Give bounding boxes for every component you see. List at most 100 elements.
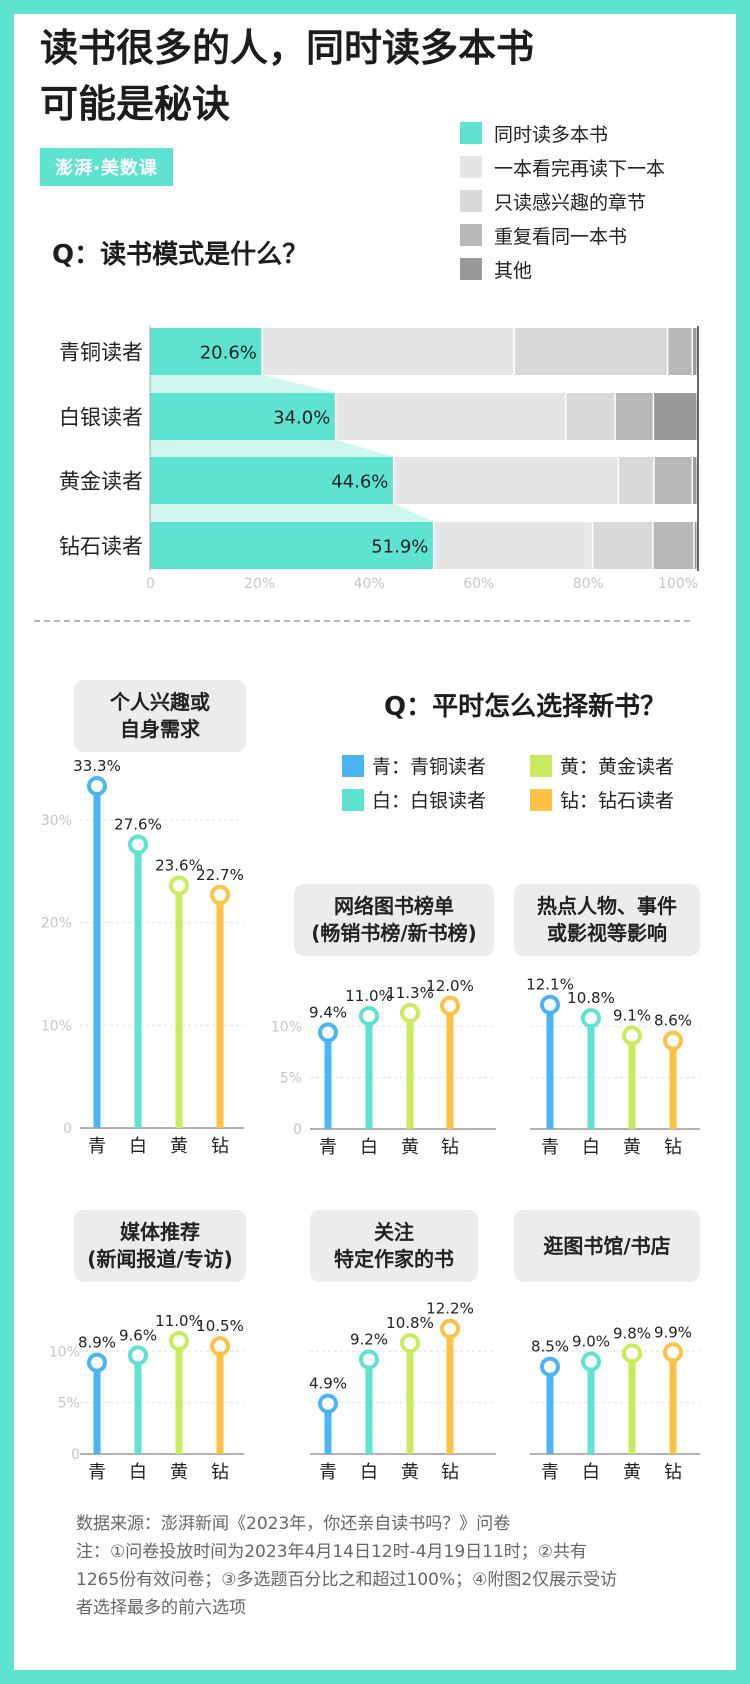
stacked-bar-segment	[150, 457, 393, 504]
bar-connector	[150, 440, 395, 457]
panel-title-line: 自身需求	[120, 717, 200, 741]
y-tick-label: 5%	[280, 1071, 302, 1087]
category-label: 钻	[211, 1462, 229, 1483]
category-label: 钻石读者	[59, 535, 143, 559]
data-label: 11.0%	[155, 1312, 203, 1330]
legend-label: 重复看同一本书	[494, 225, 628, 248]
reading-mode-legend: 同时读多本书 一本看完再读下一本 只读感兴趣的章节 重复看同一本书 其他	[460, 116, 665, 286]
stacked-bar-segment	[694, 522, 697, 569]
category-label: 钻	[664, 1462, 682, 1483]
panel-title-line: (畅销书榜/新书榜)	[311, 921, 477, 945]
legend-item: 只读感兴趣的章节	[460, 184, 665, 218]
legend-swatch	[530, 788, 552, 811]
category-label: 黄	[170, 1136, 188, 1157]
legend-item: 重复看同一本书	[460, 218, 665, 252]
lollipop-head	[210, 1336, 230, 1357]
legend-label: 钻：钻石读者	[560, 790, 675, 812]
lollipop-head	[318, 1393, 338, 1414]
legend-label: 青：青铜读者	[372, 756, 487, 778]
data-label: 12.2%	[426, 1300, 474, 1318]
category-label: 白银读者	[59, 406, 143, 430]
panel-title-library: 逛图书馆/书店	[514, 1210, 700, 1282]
stacked-bar-segment	[434, 522, 592, 569]
category-label: 白	[582, 1462, 600, 1483]
panel-title-author: 关注 特定作家的书	[310, 1210, 478, 1282]
panel-title-interest: 个人兴趣或 自身需求	[74, 680, 246, 752]
category-label: 黄	[623, 1462, 641, 1483]
lollipop-head	[87, 1352, 107, 1373]
lollipop-head	[210, 884, 230, 905]
bar-value-label: 51.9%	[371, 537, 428, 558]
stacked-bar-segment	[654, 457, 692, 504]
lollipop-head	[359, 1349, 379, 1370]
panel-title-line: 或影视等影响	[547, 921, 667, 945]
data-label: 10.5%	[196, 1317, 244, 1335]
x-tick-label: 40%	[354, 576, 385, 592]
stacked-bar-segment	[654, 393, 697, 440]
stacked-bar-segment	[150, 328, 262, 375]
panel-title-hot-topics: 热点人物、事件 或影视等影响	[514, 884, 700, 956]
data-label: 22.7%	[196, 866, 244, 884]
lollipop-head	[400, 1002, 420, 1023]
lollipop-head	[540, 1356, 560, 1377]
legend-gold: 黄：黄金读者	[530, 752, 674, 779]
panel-title-line: 逛图书馆/书店	[543, 1233, 671, 1258]
y-tick-label: 0	[293, 1122, 302, 1138]
category-label: 黄	[401, 1462, 419, 1483]
category-label: 黄	[623, 1137, 641, 1158]
y-tick-label: 0	[71, 1447, 80, 1463]
legend-swatch	[460, 122, 482, 144]
lollipop-head	[87, 776, 107, 797]
data-label: 4.9%	[309, 1375, 347, 1393]
question-2: Q：平时怎么选择新书？	[384, 692, 667, 722]
data-label: 11.3%	[386, 984, 434, 1002]
data-label: 8.6%	[654, 1012, 692, 1030]
legend-label: 只读感兴趣的章节	[494, 191, 647, 214]
bar-connector	[150, 504, 435, 522]
category-label: 白	[360, 1137, 378, 1158]
x-tick-label: 0	[146, 576, 155, 592]
lollipop-head	[318, 1022, 338, 1043]
note-line: 者选择最多的前六选项	[76, 1598, 246, 1618]
lollipop-head	[663, 1342, 683, 1363]
page-title: 读书很多的人，同时读多本书 可能是秘诀	[40, 20, 534, 132]
data-label: 8.5%	[531, 1338, 569, 1356]
stacked-bar-segment	[593, 522, 653, 569]
stacked-bar-segment	[653, 522, 694, 569]
source-note: 数据来源：澎湃新闻《2023年，你还亲自读书吗？》问卷 注：①问卷投放时间为20…	[76, 1510, 676, 1622]
panel-title-line: 关注	[374, 1220, 414, 1244]
lollipop-head	[622, 1343, 642, 1364]
y-tick-label: 20%	[41, 916, 72, 932]
lollipop-head	[581, 1351, 601, 1372]
data-label: 10.8%	[386, 1314, 434, 1332]
legend-diamond: 钻：钻石读者	[530, 786, 674, 813]
legend-swatch	[460, 156, 482, 178]
data-label: 9.8%	[613, 1324, 651, 1342]
panel-title-line: 媒体推荐	[120, 1220, 200, 1244]
lollipop-head	[663, 1030, 683, 1051]
lollipop-head	[581, 1008, 601, 1029]
data-label: 9.2%	[350, 1331, 388, 1349]
category-label: 青	[88, 1136, 106, 1157]
data-label: 9.4%	[309, 1003, 347, 1021]
note-line: 数据来源：澎湃新闻《2023年，你还亲自读书吗？》问卷	[76, 1514, 511, 1534]
stacked-bar-segment	[615, 393, 653, 440]
stacked-bar-segment	[619, 457, 654, 504]
panel-title-ranking: 网络图书榜单 (畅销书榜/新书榜)	[294, 884, 494, 956]
lollipop-head	[622, 1025, 642, 1046]
legend-swatch	[342, 788, 364, 811]
x-tick-label: 60%	[463, 576, 494, 592]
stacked-bar-segment	[693, 457, 697, 504]
category-label: 白	[582, 1137, 600, 1158]
title-line-2: 可能是秘诀	[40, 82, 231, 126]
note-line: 注：①问卷投放时间为2023年4月14日12时-4月19日11时；②共有	[76, 1542, 588, 1562]
legend-swatch	[460, 258, 482, 280]
section-divider	[34, 620, 690, 622]
y-tick-label: 10%	[41, 1018, 72, 1034]
data-label: 8.9%	[78, 1334, 116, 1352]
stacked-bar-segment	[150, 393, 335, 440]
legend-label: 一本看完再读下一本	[494, 157, 666, 180]
category-label: 青	[88, 1462, 106, 1483]
category-label: 钻	[441, 1462, 459, 1483]
